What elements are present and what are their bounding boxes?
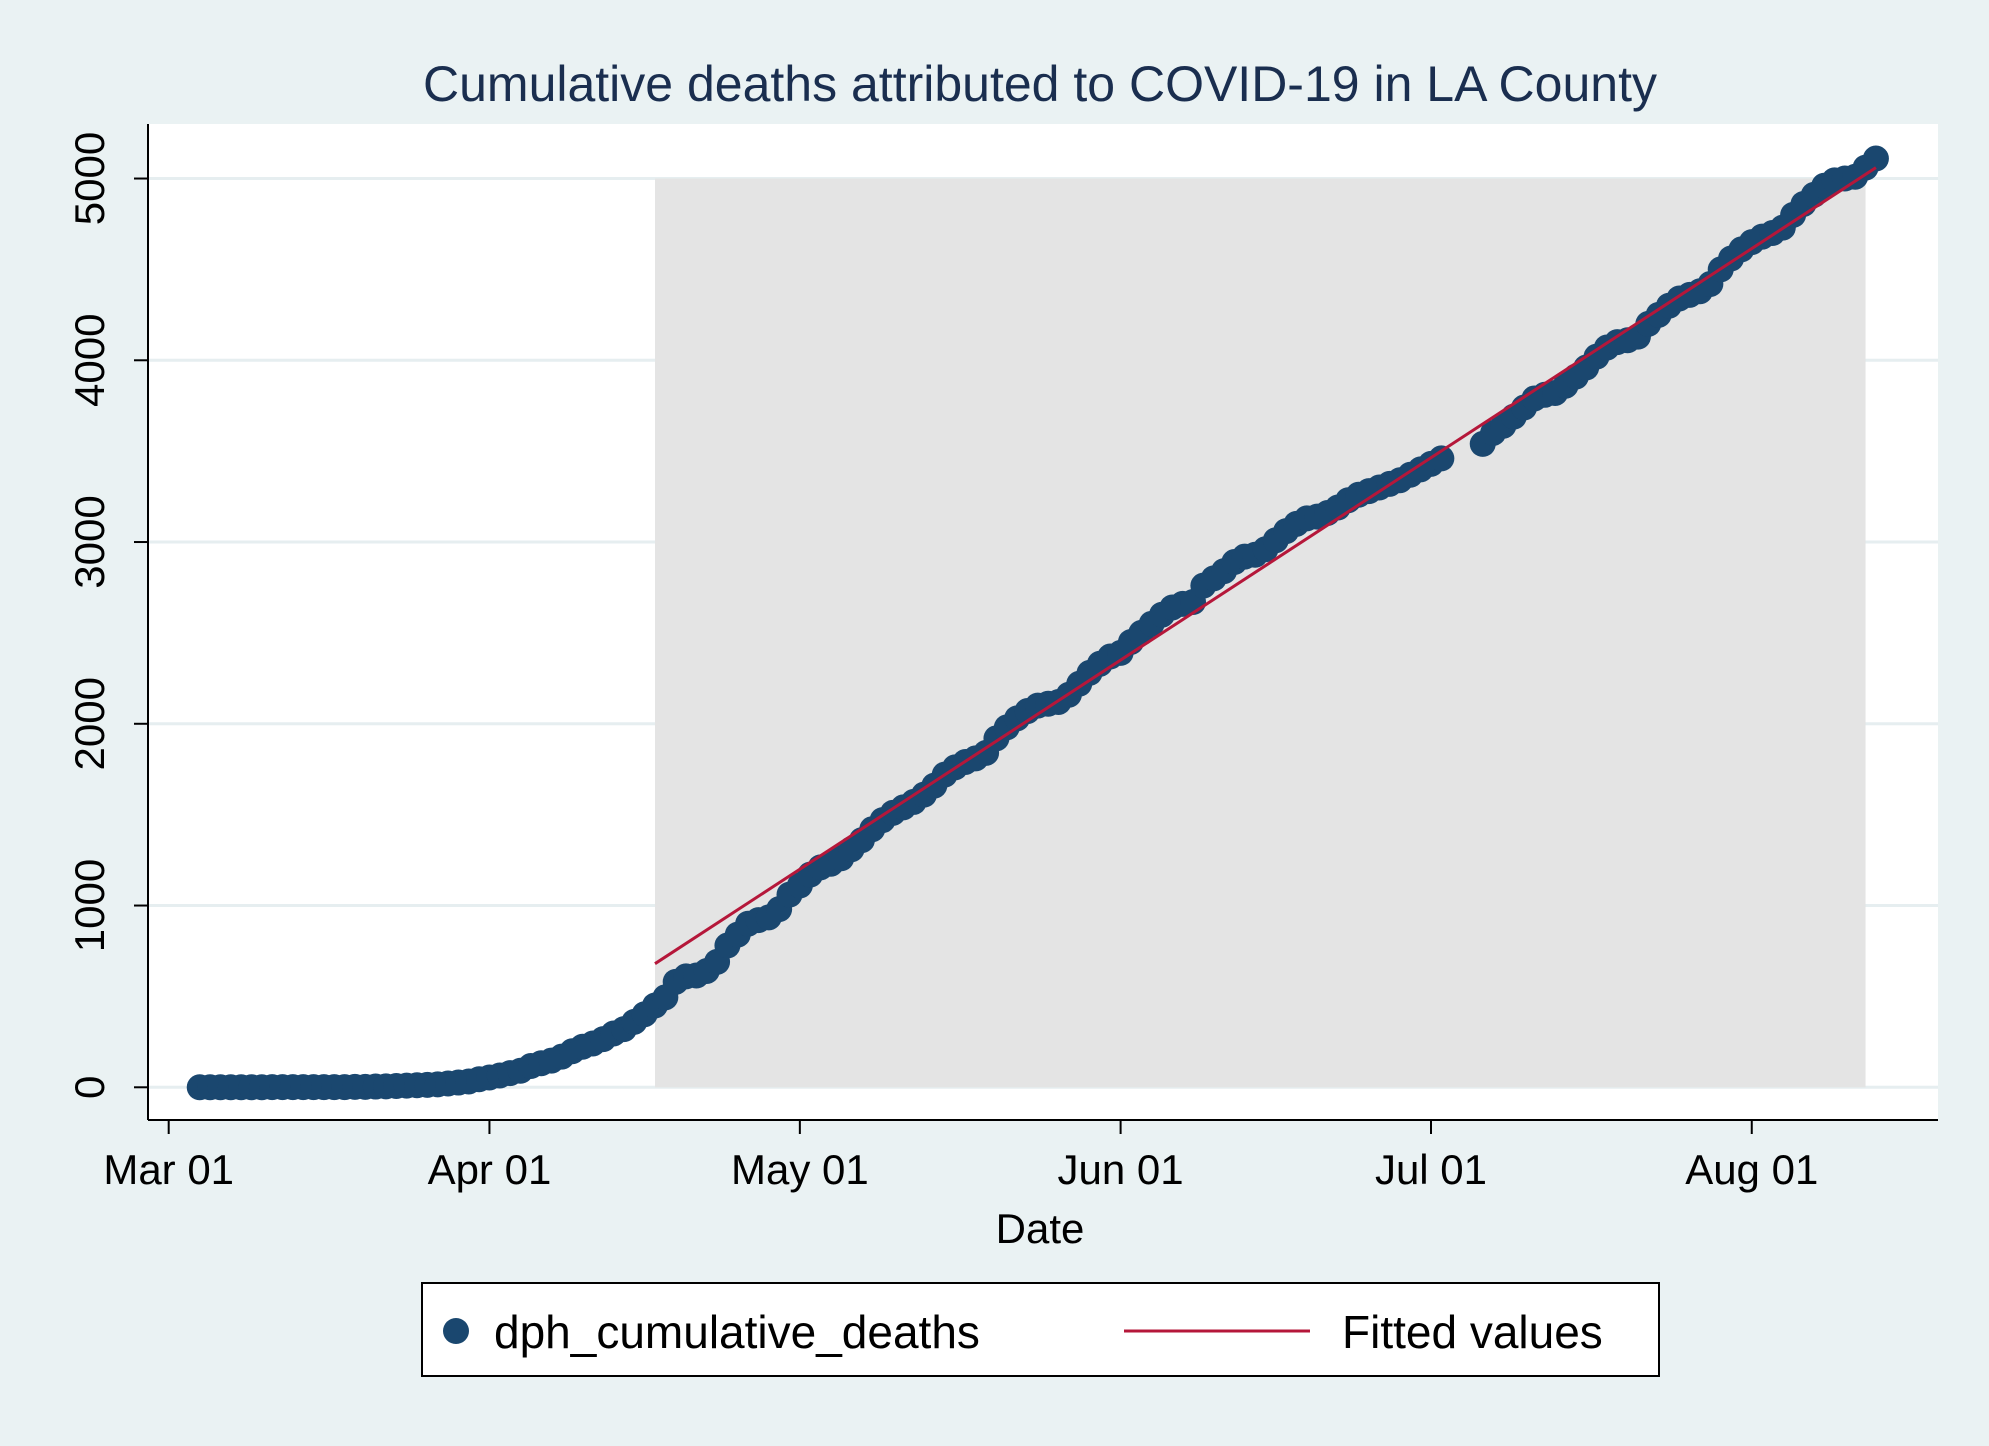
fitted-line <box>654 166 1877 965</box>
legend-marker-deaths <box>443 1318 469 1344</box>
x-tick-label: Jun 01 <box>1058 1146 1184 1193</box>
legend-box <box>421 1282 1660 1377</box>
shaded-region <box>654 178 1866 1088</box>
y-tick-label: 2000 <box>66 677 113 770</box>
legend: dph_cumulative_deaths Fitted values <box>421 1282 1660 1377</box>
y-tick-label: 3000 <box>66 495 113 588</box>
tick-labels: Mar 01 Apr 01 May 01 Jun 01 Jul 01 Aug 01 0 100… <box>66 132 1818 1193</box>
x-axis-title: Date <box>996 1205 1085 1252</box>
x-tick-label: May 01 <box>731 1146 869 1193</box>
data-points-layer <box>186 145 1889 1101</box>
y-tick-label: 0 <box>66 1076 113 1099</box>
x-tick-label: Aug 01 <box>1685 1146 1818 1193</box>
legend-label-deaths: dph_cumulative_deaths <box>494 1306 980 1358</box>
y-tick-label: 4000 <box>66 314 113 407</box>
y-tick-label: 5000 <box>66 132 113 225</box>
chart-title: Cumulative deaths attributed to COVID-19… <box>423 56 1657 112</box>
fitted-line-layer <box>654 166 1877 965</box>
data-point <box>1862 145 1889 172</box>
legend-label-fitted: Fitted values <box>1342 1306 1603 1358</box>
x-tick-label: Apr 01 <box>428 1146 552 1193</box>
data-point <box>1428 445 1455 472</box>
axes <box>134 124 1938 1134</box>
y-tick-label: 1000 <box>66 859 113 952</box>
x-tick-label: Mar 01 <box>103 1146 234 1193</box>
shaded-region-layer <box>654 178 1866 1088</box>
x-tick-label: Jul 01 <box>1375 1146 1487 1193</box>
